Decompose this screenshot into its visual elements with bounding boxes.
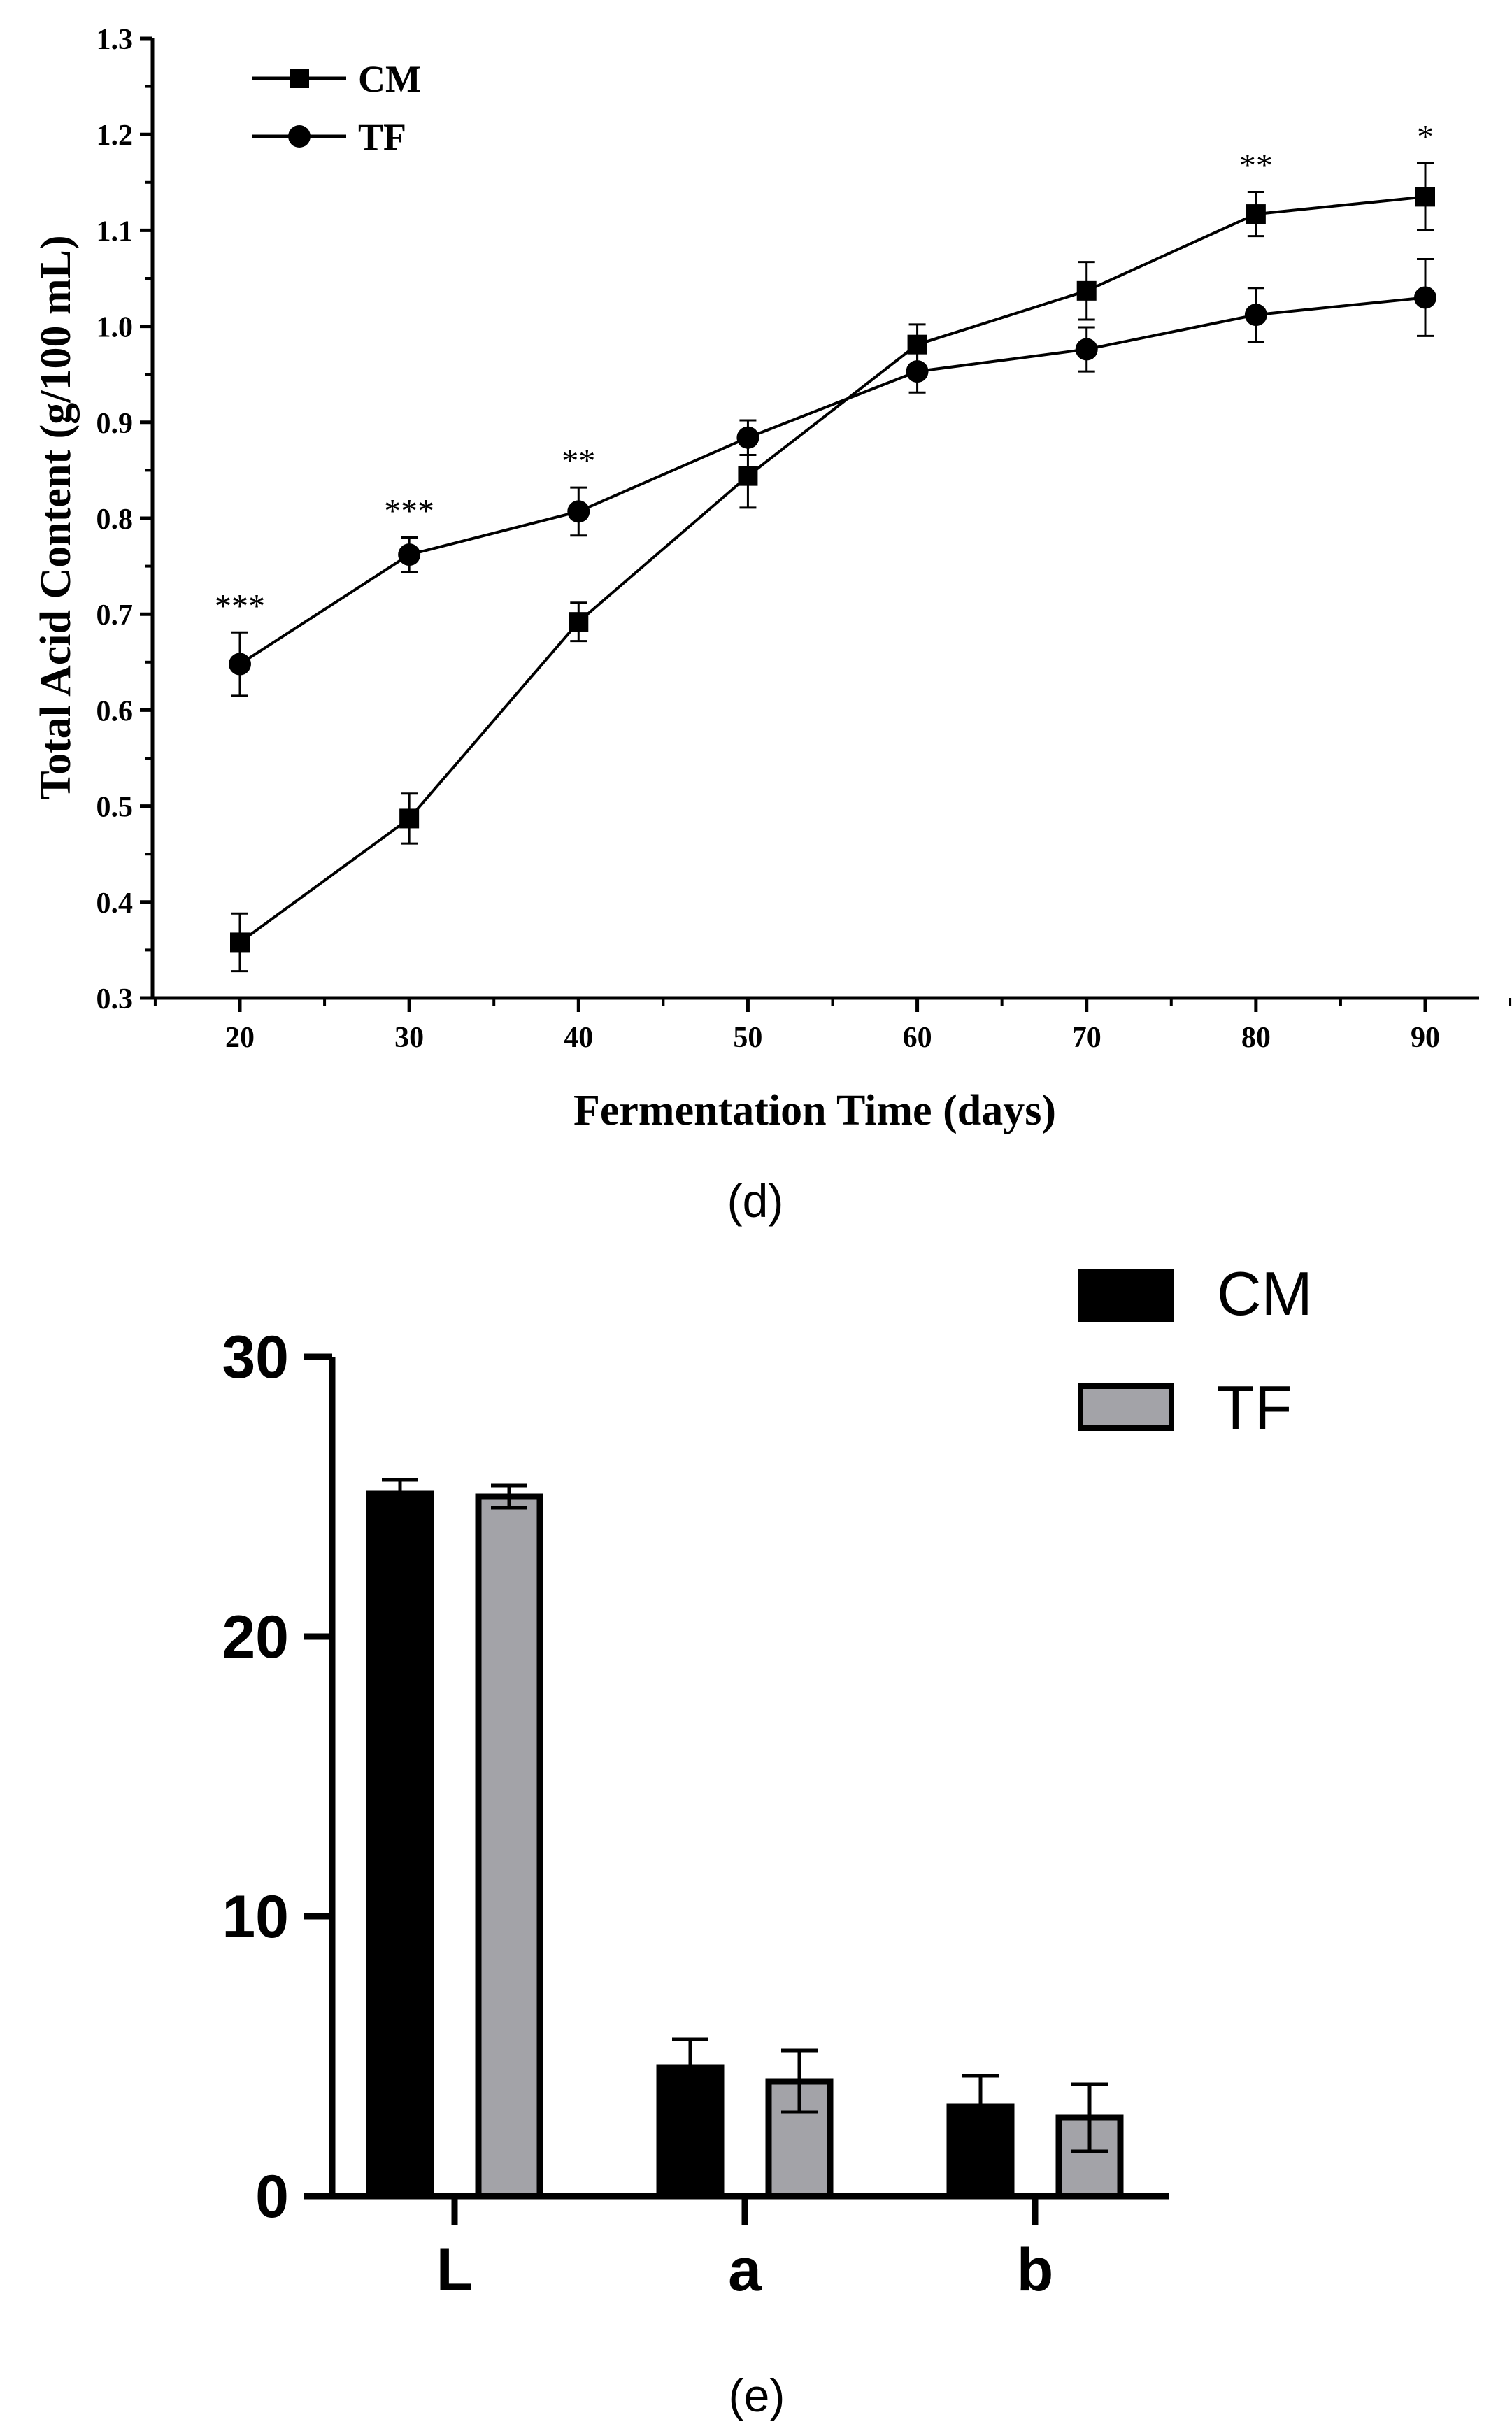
legend-tf-marker-circle xyxy=(288,125,311,148)
point-tf xyxy=(1075,338,1098,361)
point-tf xyxy=(906,360,929,383)
y-tick-label: 30 xyxy=(222,1324,289,1391)
bar-chart-ticks: 0 10 20 30 L a b xyxy=(222,1324,1053,2304)
y-tick-label: 20 xyxy=(222,1604,289,1671)
y-tick-label: 0.9 xyxy=(97,408,134,440)
panel-label-d: (d) xyxy=(727,1175,784,1227)
point-cm xyxy=(1246,204,1266,224)
y-tick-label: 0.8 xyxy=(97,504,134,536)
significance-mark: *** xyxy=(215,587,265,625)
legend-cm-label: CM xyxy=(358,58,421,100)
line-chart-y-axis-label: Total Acid Content (g/100 mL) xyxy=(32,235,80,799)
line-chart-ticks: 0.3 0.4 0.5 0.6 0.7 0.8 0.9 1.0 1.1 1.2 1.3 20 30 40 5… xyxy=(97,24,1512,1054)
x-tick-label: 90 xyxy=(1411,1022,1440,1054)
point-tf xyxy=(736,426,759,449)
legend-tf-swatch xyxy=(1078,1383,1174,1431)
point-tf xyxy=(1414,286,1436,309)
x-tick-label: a xyxy=(728,2237,762,2304)
bar-chart-legend: CM TF xyxy=(1078,1259,1313,1442)
x-tick-label: 50 xyxy=(733,1022,762,1054)
line-chart-panel: 0.3 0.4 0.5 0.6 0.7 0.8 0.9 1.0 1.1 1.2 1.3 20 30 40 5… xyxy=(32,24,1512,1227)
x-tick-label: L xyxy=(436,2237,473,2304)
significance-layer: *********** xyxy=(215,118,1434,625)
y-tick-label: 0.7 xyxy=(97,599,134,632)
bar-cm xyxy=(366,1490,434,2200)
x-tick-label: 20 xyxy=(225,1022,255,1054)
line-chart-legend: CM TF xyxy=(252,58,421,158)
significance-mark: ** xyxy=(562,443,595,480)
point-tf xyxy=(229,653,251,676)
significance-mark: ** xyxy=(1239,148,1273,185)
panel-label-e: (e) xyxy=(729,2369,785,2421)
bar-tf xyxy=(475,1493,543,2200)
legend-cm-swatch xyxy=(1078,1269,1174,1322)
y-tick-label: 1.0 xyxy=(97,312,134,344)
point-cm xyxy=(399,808,420,829)
legend-tf-label: TF xyxy=(358,116,406,158)
y-tick-label: 1.1 xyxy=(97,215,134,248)
series-line-cm xyxy=(238,195,1426,944)
legend-cm-marker-square xyxy=(290,69,309,88)
point-cm xyxy=(1415,187,1435,207)
y-tick-label: 0.5 xyxy=(97,792,134,824)
x-tick-label: 70 xyxy=(1072,1022,1101,1054)
point-cm xyxy=(1076,280,1097,301)
y-tick-label: 1.3 xyxy=(97,24,134,56)
line-chart-x-axis-label: Fermentation Time (days) xyxy=(573,1087,1056,1134)
x-tick-label: b xyxy=(1017,2237,1054,2304)
series-line-tf xyxy=(238,296,1426,666)
point-tf xyxy=(567,500,590,523)
point-cm xyxy=(569,612,589,632)
y-tick-label: 1.2 xyxy=(97,120,134,152)
x-tick-label: 40 xyxy=(564,1022,593,1054)
point-cm xyxy=(230,932,250,953)
x-tick-label: 60 xyxy=(903,1022,932,1054)
point-cm xyxy=(738,466,758,486)
x-tick-label: 80 xyxy=(1241,1022,1271,1054)
legend-cm-label: CM xyxy=(1217,1259,1313,1328)
y-tick-label: 0 xyxy=(255,2163,289,2230)
significance-mark: *** xyxy=(384,492,434,529)
y-tick-label: 0.6 xyxy=(97,695,134,727)
y-tick-label: 0.3 xyxy=(97,983,134,1015)
legend-tf-label: TF xyxy=(1217,1373,1292,1442)
point-tf xyxy=(398,543,421,566)
x-tick-label: 30 xyxy=(394,1022,424,1054)
point-tf xyxy=(1244,304,1267,327)
y-tick-label: 10 xyxy=(222,1883,289,1951)
bar-chart-bars-layer xyxy=(366,1478,1124,2200)
line-chart-series-layer xyxy=(229,162,1436,973)
significance-mark: * xyxy=(1417,118,1434,155)
y-tick-label: 0.4 xyxy=(97,887,134,920)
bar-chart-panel: 0 10 20 30 L a b CM TF (e) xyxy=(222,1259,1313,2421)
